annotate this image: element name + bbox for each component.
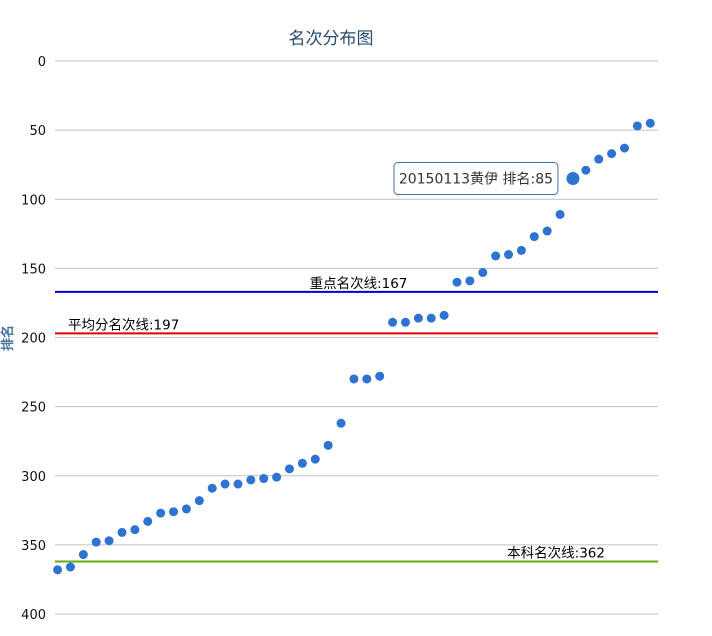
data-point[interactable] xyxy=(130,525,140,535)
tooltip-text: 20150113黄伊 排名:85 xyxy=(399,171,553,188)
data-point[interactable] xyxy=(375,371,385,381)
y-tick-label: 350 xyxy=(21,539,46,554)
data-point[interactable] xyxy=(607,149,617,159)
data-point[interactable] xyxy=(169,507,179,517)
data-point[interactable] xyxy=(504,250,514,260)
data-point[interactable] xyxy=(620,143,629,153)
y-tick-label: 400 xyxy=(21,608,46,623)
data-point[interactable] xyxy=(400,317,410,327)
data-point[interactable] xyxy=(594,154,604,164)
data-point[interactable] xyxy=(452,277,462,287)
data-point[interactable] xyxy=(529,232,539,242)
grid-lines xyxy=(55,60,658,615)
data-point[interactable] xyxy=(362,374,372,384)
data-point[interactable] xyxy=(207,483,217,493)
data-point[interactable] xyxy=(426,313,436,323)
data-point[interactable] xyxy=(413,313,423,323)
tooltip: 20150113黄伊 排名:85 xyxy=(393,162,559,196)
y-tick-label: 150 xyxy=(21,262,46,277)
data-point[interactable] xyxy=(336,418,346,428)
data-point[interactable] xyxy=(143,516,153,526)
y-tick-label: 250 xyxy=(21,401,46,416)
data-point[interactable] xyxy=(285,464,294,474)
data-point-highlighted[interactable] xyxy=(566,172,580,186)
data-point[interactable] xyxy=(478,268,488,278)
data-point[interactable] xyxy=(78,550,88,560)
y-axis-label: 排名 xyxy=(0,325,16,351)
tooltip-box xyxy=(393,162,559,196)
chart-title: 名次分布图 xyxy=(289,29,374,49)
y-tick-label: 0 xyxy=(38,55,46,70)
data-point[interactable] xyxy=(220,479,230,489)
data-point[interactable] xyxy=(323,440,333,450)
data-point[interactable] xyxy=(491,251,501,261)
y-tick-label: 50 xyxy=(29,124,46,139)
data-point[interactable] xyxy=(65,562,75,572)
data-point[interactable] xyxy=(388,317,398,327)
data-point[interactable] xyxy=(117,527,127,537)
y-tick-labels: 0 50 100 150 200 250 300 350 400 xyxy=(21,55,46,623)
data-point[interactable] xyxy=(349,374,359,384)
data-point[interactable] xyxy=(516,245,526,255)
reference-line-label: 本科名次线:362 xyxy=(507,545,605,561)
data-point[interactable] xyxy=(104,536,114,546)
reference-lines: 重点名次线:167 平均分名次线:197 本科名次线:362 xyxy=(55,276,658,563)
data-point[interactable] xyxy=(310,454,320,464)
data-point[interactable] xyxy=(156,508,166,518)
data-point[interactable] xyxy=(246,475,256,485)
data-point[interactable] xyxy=(465,276,475,286)
data-point[interactable] xyxy=(259,474,269,484)
data-point[interactable] xyxy=(91,537,101,547)
data-point[interactable] xyxy=(439,310,449,320)
y-tick-label: 200 xyxy=(21,332,46,347)
data-point[interactable] xyxy=(53,565,63,575)
reference-line-label: 重点名次线:167 xyxy=(310,276,408,292)
y-tick-label: 300 xyxy=(21,470,46,485)
y-tick-label: 100 xyxy=(21,193,46,208)
data-point[interactable] xyxy=(194,496,204,506)
data-point[interactable] xyxy=(272,472,282,482)
data-point[interactable] xyxy=(233,479,243,489)
data-point[interactable] xyxy=(645,118,655,128)
data-point[interactable] xyxy=(581,165,591,175)
data-point[interactable] xyxy=(297,458,307,468)
data-point[interactable] xyxy=(181,504,191,514)
reference-line-label: 平均分名次线:197 xyxy=(68,317,179,333)
data-point[interactable] xyxy=(542,226,552,236)
data-points xyxy=(53,118,655,575)
data-point[interactable] xyxy=(632,121,642,131)
data-point[interactable] xyxy=(555,209,565,219)
